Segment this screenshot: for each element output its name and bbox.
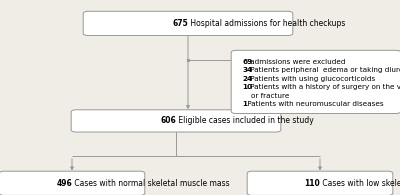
Text: Cases with normal skeletal muscle mass: Cases with normal skeletal muscle mass bbox=[72, 179, 230, 188]
Text: Hospital admissions for health checkups: Hospital admissions for health checkups bbox=[188, 19, 345, 28]
Text: 496: 496 bbox=[56, 179, 72, 188]
FancyBboxPatch shape bbox=[71, 110, 281, 132]
Text: Patients peripheral  edema or taking diuretics: Patients peripheral edema or taking diur… bbox=[248, 67, 400, 73]
FancyBboxPatch shape bbox=[83, 11, 293, 35]
Text: 69: 69 bbox=[242, 59, 252, 65]
Text: 10: 10 bbox=[242, 84, 252, 90]
Text: 24: 24 bbox=[242, 76, 252, 82]
Text: 34: 34 bbox=[242, 67, 252, 73]
Text: Patients with neuromuscular diseases: Patients with neuromuscular diseases bbox=[245, 101, 384, 107]
FancyBboxPatch shape bbox=[0, 171, 145, 195]
Text: admissions were excluded: admissions were excluded bbox=[248, 59, 345, 65]
Text: 110: 110 bbox=[304, 179, 320, 188]
Text: Cases with low skeletal muscle mass: Cases with low skeletal muscle mass bbox=[320, 179, 400, 188]
Text: or fracture: or fracture bbox=[242, 93, 289, 98]
Text: Eligible cases included in the study: Eligible cases included in the study bbox=[176, 116, 314, 125]
Text: Patients with a history of surgery on the vertebrae: Patients with a history of surgery on th… bbox=[248, 84, 400, 90]
FancyBboxPatch shape bbox=[231, 50, 400, 113]
Text: 1: 1 bbox=[242, 101, 247, 107]
Text: Patients with using glucocorticoids: Patients with using glucocorticoids bbox=[248, 76, 375, 82]
Text: 606: 606 bbox=[160, 116, 176, 125]
Text: 675: 675 bbox=[172, 19, 188, 28]
FancyBboxPatch shape bbox=[247, 171, 393, 195]
